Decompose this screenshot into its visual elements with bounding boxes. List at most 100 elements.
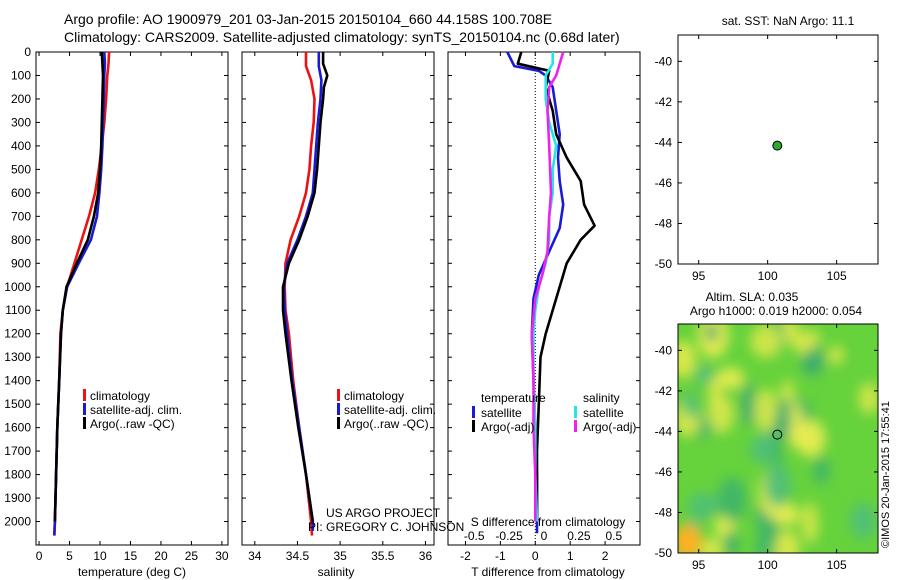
- depth-tick-label: 500: [11, 162, 31, 176]
- x-tick-label: 34: [248, 549, 262, 563]
- salinity-plot-frame: [241, 51, 435, 546]
- t-difference-axis-label: T difference from climatology: [471, 565, 625, 579]
- credit-label: ©IMOS 20-Jan-2015 17:55:41: [880, 401, 892, 548]
- legend-label: Argo(..raw -QC): [90, 417, 175, 431]
- legend-label: Argo(-adj): [481, 420, 534, 434]
- x2-tick-label: -0.5: [464, 529, 485, 543]
- sla-map-frame: [677, 323, 879, 554]
- x-tick-label: 10: [93, 549, 107, 563]
- map-y-tick-label: -50: [655, 546, 673, 560]
- legend-swatch: [337, 403, 340, 415]
- map-x-tick-label: 95: [692, 558, 706, 572]
- map-y-tick-label: -44: [655, 135, 673, 149]
- legend-header: salinity: [583, 391, 620, 405]
- page-title-line1: Argo profile: AO 1900979_201 03-Jan-2015…: [64, 11, 553, 27]
- depth-tick-label: 1100: [5, 303, 31, 317]
- x-tick-label: 36: [419, 549, 433, 563]
- legend-swatch: [83, 417, 86, 429]
- depth-tick-label: 1200: [4, 327, 31, 341]
- x-tick-label: 30: [215, 549, 229, 563]
- depth-tick-label: 700: [11, 209, 31, 223]
- x-tick-label: 25: [185, 549, 199, 563]
- map-y-tick-label: -42: [655, 95, 673, 109]
- depth-tick-label: 0: [24, 45, 31, 59]
- temperature-panel: 0100200300400500600700800900100011001200…: [4, 45, 229, 579]
- sla-map-subtitle: Argo h1000: 0.019 h2000: 0.054: [690, 304, 862, 318]
- x-tick-label: 35.5: [371, 549, 395, 563]
- map-y-tick-label: -48: [655, 505, 673, 519]
- legend-swatch: [574, 406, 577, 418]
- legend-swatch: [83, 403, 86, 415]
- x-tick-label: 34.5: [286, 549, 310, 563]
- depth-tick-label: 1800: [4, 468, 31, 482]
- map-y-tick-label: -40: [655, 343, 673, 357]
- x-tick-label: -1: [495, 549, 506, 563]
- x-tick-label: 5: [66, 549, 73, 563]
- difference-panel: -2 -1 0 1 2 -0.5 -0.25 0 0.25 0.5 S difference fr…: [447, 51, 641, 579]
- s-difference-axis-label: S difference from climatology: [471, 515, 626, 529]
- temperature-plot-frame: [35, 51, 229, 546]
- legend-swatch: [472, 420, 475, 432]
- sst-map-panel: sat. SST: NaN Argo: 11.1 95 100 105 -40 -42 -…: [655, 14, 879, 283]
- map-x-tick-label: 105: [827, 269, 847, 283]
- map-x-tick-label: 105: [827, 558, 847, 572]
- map-y-tick-label: -46: [655, 176, 673, 190]
- depth-tick-label: 900: [11, 256, 31, 270]
- legend-label: satellite-adj. clim.: [90, 403, 182, 417]
- depth-tick-label: 1700: [4, 444, 31, 458]
- sla-map-title: Altim. SLA: 0.035: [706, 290, 799, 304]
- legend-label: satellite: [481, 406, 522, 420]
- x-tick-label: 35: [333, 549, 347, 563]
- map-y-tick-label: -50: [655, 257, 673, 271]
- map-y-tick-label: -40: [655, 54, 673, 68]
- sla-heatmap: [678, 324, 878, 553]
- x-tick-label: -2: [460, 549, 471, 563]
- sst-map-title: sat. SST: NaN Argo: 11.1: [722, 14, 855, 28]
- x2-tick-label: -0.25: [495, 529, 523, 543]
- temperature-x-axis-label: temperature (deg C): [78, 565, 186, 579]
- depth-tick-label: 800: [11, 233, 31, 247]
- depth-tick-label: 1400: [4, 374, 31, 388]
- series-line: [53, 51, 107, 536]
- legend-label: satellite: [583, 406, 624, 420]
- legend-swatch: [337, 389, 340, 401]
- legend-label: satellite-adj. clim.: [344, 403, 436, 417]
- series-line: [53, 51, 105, 522]
- legend-swatch: [83, 389, 86, 401]
- legend-label: climatology: [90, 389, 150, 403]
- series-line: [283, 52, 316, 536]
- x-tick-label: 0: [532, 549, 539, 563]
- depth-tick-label: 1600: [4, 421, 31, 435]
- depth-tick-label: 1300: [4, 350, 31, 364]
- depth-tick-label: 2000: [4, 515, 31, 529]
- legend-label: Argo(-adj): [583, 420, 636, 434]
- legend-label: Argo(..raw -QC): [344, 417, 429, 431]
- project-line1: US ARGO PROJECT: [326, 506, 441, 520]
- difference-legend: temperature salinitysatelliteArgo(-adj)sa…: [472, 391, 636, 434]
- sst-map-frame: [677, 34, 879, 265]
- depth-tick-label: 1900: [4, 491, 31, 505]
- x2-tick-label: 0.25: [567, 529, 591, 543]
- legend-swatch: [337, 417, 340, 429]
- map-x-tick-label: 95: [692, 269, 706, 283]
- depth-tick-label: 300: [11, 115, 31, 129]
- x-tick-label: 1: [567, 549, 574, 563]
- depth-tick-label: 200: [11, 92, 31, 106]
- map-y-tick-label: -42: [655, 384, 673, 398]
- x-tick-label: 15: [124, 549, 138, 563]
- x-tick-label: 0: [36, 549, 43, 563]
- series-line: [530, 51, 565, 522]
- series-line: [281, 52, 329, 522]
- project-line2: PI: GREGORY C. JOHNSON: [308, 520, 464, 534]
- sla-map-panel: Altim. SLA: 0.035 Argo h1000: 0.019 h200…: [655, 290, 879, 572]
- depth-tick-label: 400: [11, 139, 31, 153]
- map-x-tick-label: 100: [758, 269, 778, 283]
- difference-plot-frame: [447, 51, 641, 546]
- x2-tick-label: 0: [541, 529, 548, 543]
- map-y-tick-label: -44: [655, 424, 673, 438]
- depth-tick-label: 100: [11, 68, 31, 82]
- argo-position-marker: [772, 140, 783, 151]
- page-title-line2: Climatology: CARS2009. Satellite-adjuste…: [64, 29, 620, 45]
